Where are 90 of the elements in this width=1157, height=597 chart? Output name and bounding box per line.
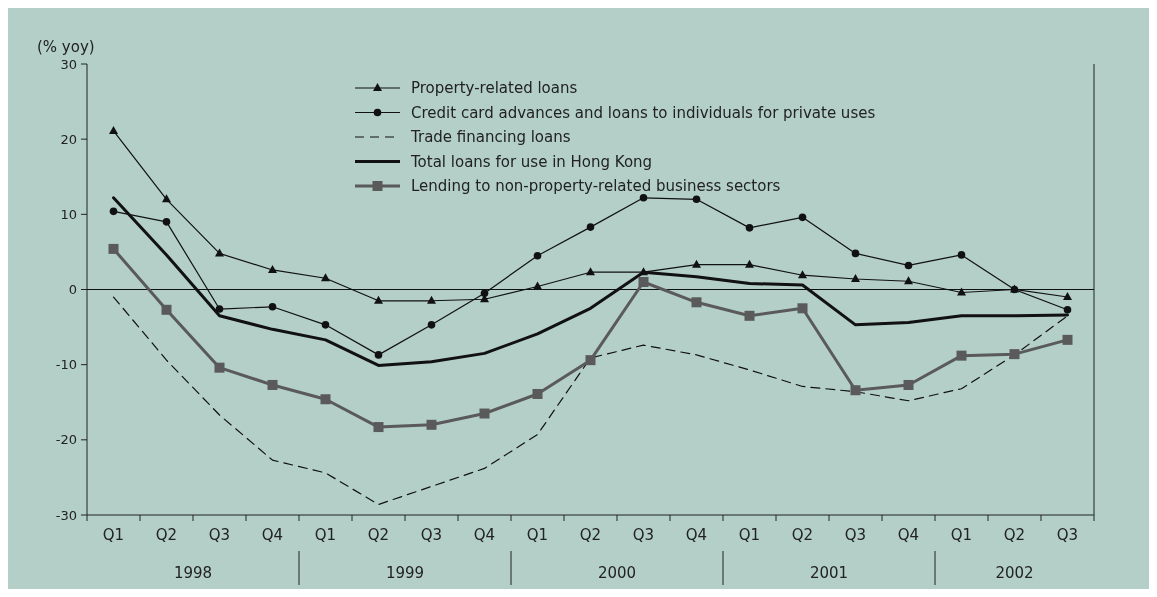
point bbox=[638, 276, 649, 287]
point bbox=[267, 379, 278, 390]
point bbox=[1063, 306, 1072, 314]
point bbox=[108, 243, 119, 254]
point bbox=[850, 385, 861, 396]
point bbox=[956, 350, 967, 361]
y-tick-label: -10 bbox=[55, 357, 77, 373]
point bbox=[957, 287, 966, 296]
x-tick-label: Q3 bbox=[1056, 526, 1079, 544]
x-tick-label: Q2 bbox=[1003, 526, 1026, 544]
point bbox=[1009, 349, 1020, 360]
point bbox=[426, 419, 437, 430]
x-tick-label: Q2 bbox=[791, 526, 814, 544]
point bbox=[798, 270, 807, 279]
x-tick-label: Q4 bbox=[473, 526, 496, 544]
y-tick-label: -20 bbox=[55, 432, 77, 448]
x-tick-label: Q1 bbox=[314, 526, 337, 544]
x-tick-label: Q2 bbox=[367, 526, 390, 544]
x-tick-label: Q1 bbox=[738, 526, 761, 544]
point bbox=[586, 223, 595, 231]
text: 2001 bbox=[809, 564, 849, 582]
point bbox=[162, 194, 171, 203]
point bbox=[798, 213, 807, 222]
legend-label: Trade financing loans bbox=[410, 128, 571, 147]
point bbox=[320, 394, 331, 405]
point bbox=[1062, 334, 1073, 345]
point bbox=[639, 194, 648, 202]
y-tick-label: 10 bbox=[60, 206, 77, 222]
text: 1998 bbox=[173, 564, 213, 582]
text: 2002 bbox=[995, 564, 1034, 582]
legend-label: Lending to non-property-related business sectors bbox=[411, 177, 781, 196]
x-tick-label: Q3 bbox=[420, 526, 443, 544]
point bbox=[215, 248, 224, 257]
y-tick-label: 0 bbox=[68, 282, 77, 298]
point bbox=[427, 295, 436, 304]
text: 1999 bbox=[385, 564, 425, 582]
x-tick-label: Q4 bbox=[685, 526, 708, 544]
point bbox=[1063, 292, 1072, 301]
point bbox=[374, 351, 383, 359]
legend-label: Total loans for use in Hong Kong bbox=[410, 152, 653, 171]
point bbox=[692, 259, 701, 268]
point bbox=[480, 289, 489, 298]
point bbox=[691, 297, 702, 308]
x-tick-label: Q4 bbox=[261, 526, 284, 544]
point bbox=[532, 388, 543, 399]
x-tick-label: Q2 bbox=[155, 526, 178, 544]
x-tick-label: Q3 bbox=[632, 526, 655, 544]
point bbox=[639, 267, 648, 276]
point bbox=[162, 218, 171, 226]
point bbox=[374, 295, 383, 304]
legend-label: Property-related loans bbox=[411, 79, 578, 98]
point bbox=[957, 251, 966, 259]
x-tick-label: Q3 bbox=[844, 526, 867, 544]
x-tick-label: Q4 bbox=[897, 526, 920, 544]
x-tick-label: Q1 bbox=[102, 526, 125, 544]
y-tick-label: 30 bbox=[60, 56, 77, 72]
text: 2000 bbox=[597, 564, 637, 582]
legend-label: Credit card advances and loans to individuals for private uses bbox=[411, 103, 876, 122]
point bbox=[904, 261, 913, 270]
point bbox=[373, 422, 384, 433]
point bbox=[903, 379, 914, 390]
point bbox=[692, 195, 701, 204]
y-tick-label: -30 bbox=[55, 507, 77, 523]
point bbox=[904, 276, 913, 285]
point bbox=[214, 362, 225, 373]
point bbox=[427, 321, 436, 329]
x-tick-label: Q1 bbox=[950, 526, 973, 544]
x-tick-label: Q2 bbox=[579, 526, 602, 544]
point bbox=[321, 321, 330, 329]
point bbox=[109, 125, 118, 134]
y-tick-label: 20 bbox=[60, 131, 77, 147]
point bbox=[161, 304, 172, 315]
point bbox=[479, 408, 490, 419]
point bbox=[109, 207, 118, 216]
point bbox=[268, 264, 277, 273]
y-axis-title: (% yoy) bbox=[37, 38, 95, 56]
point bbox=[851, 249, 860, 258]
point bbox=[745, 224, 754, 232]
point bbox=[744, 310, 755, 321]
point bbox=[745, 259, 754, 268]
point bbox=[851, 273, 860, 282]
point bbox=[215, 305, 224, 313]
x-tick-label: Q3 bbox=[208, 526, 231, 544]
point bbox=[797, 303, 808, 314]
point bbox=[268, 302, 277, 311]
point bbox=[585, 355, 596, 366]
point bbox=[533, 251, 542, 260]
point bbox=[586, 267, 595, 276]
x-tick-label: Q1 bbox=[526, 526, 549, 544]
point bbox=[321, 273, 330, 282]
